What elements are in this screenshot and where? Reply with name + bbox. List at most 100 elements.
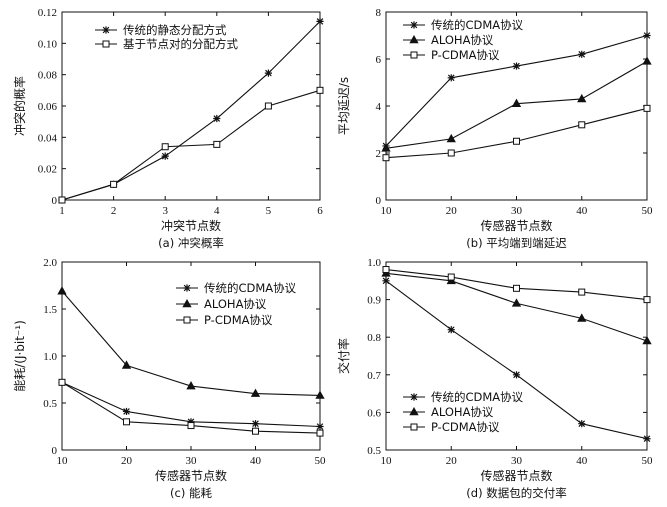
legend-label: ALOHA协议	[431, 405, 494, 419]
data-point	[447, 326, 455, 334]
y-tick-label: 2	[376, 148, 382, 160]
x-tick-label: 10	[57, 455, 69, 467]
data-point	[643, 435, 651, 443]
data-point	[447, 273, 455, 281]
legend-label: 传统的CDMA协议	[431, 390, 524, 404]
y-tick-label: 0.8	[367, 332, 381, 344]
series-line	[385, 107, 648, 159]
legend-label: ALOHA协议	[204, 297, 267, 311]
chart-caption: (c) 能耗	[170, 486, 212, 500]
legend-label: 传统的CDMA协议	[431, 18, 524, 32]
data-point	[511, 298, 522, 307]
x-tick-label: 2	[111, 205, 117, 217]
data-point	[213, 140, 221, 148]
x-tick-label: 30	[186, 455, 198, 467]
x-axis-label: 传感器节点数	[480, 218, 552, 233]
x-tick-label: 40	[576, 205, 588, 217]
legend-marker	[410, 393, 418, 401]
y-tick-label: 0.12	[38, 7, 57, 19]
x-tick-label: 6	[317, 205, 323, 217]
data-point	[447, 74, 455, 82]
data-point	[123, 418, 130, 426]
data-point	[58, 196, 66, 204]
data-point	[316, 17, 324, 25]
x-tick-label: 1	[59, 205, 65, 217]
series-square	[382, 104, 651, 162]
x-tick-label: 3	[162, 205, 168, 217]
y-tick-label: 1.5	[43, 304, 57, 316]
data-point	[577, 313, 587, 322]
chart-caption: (b) 平均端到端延迟	[466, 236, 567, 250]
x-tick-label: 50	[642, 205, 654, 217]
x-tick-label: 10	[381, 455, 393, 467]
x-tick-label: 40	[250, 455, 262, 467]
y-tick-label: 0.04	[38, 132, 58, 144]
chart-caption: (a) 冲突概率	[158, 236, 224, 250]
series-line	[385, 34, 648, 147]
y-axis-label: 交付率	[336, 338, 351, 374]
legend-marker	[410, 423, 418, 431]
data-point	[161, 152, 169, 160]
data-point	[250, 388, 261, 397]
y-tick-label: 0.6	[367, 407, 381, 419]
y-tick-label: 0	[52, 445, 58, 457]
data-point	[578, 121, 586, 129]
legend-label: P-CDMA协议	[204, 313, 273, 327]
series-square	[58, 86, 324, 204]
x-tick-label: 5	[266, 205, 272, 217]
data-point	[642, 335, 652, 345]
y-tick-label: 1.0	[367, 257, 381, 269]
y-tick-label: 0.9	[367, 295, 381, 307]
series-line	[385, 268, 648, 301]
y-axis-label: 平均延迟/s	[337, 77, 351, 135]
data-point	[382, 154, 390, 162]
data-point	[643, 296, 651, 304]
data-point	[252, 427, 259, 435]
data-point	[382, 277, 390, 285]
series-line	[385, 272, 648, 342]
data-point	[446, 133, 456, 143]
data-point	[512, 62, 521, 70]
data-point	[186, 381, 196, 390]
data-point	[187, 418, 195, 426]
y-tick-label: 0.06	[38, 101, 58, 113]
series-triangle	[381, 56, 652, 152]
x-tick-label: 30	[511, 205, 523, 217]
legend-label: 基于节点对的分配方式	[123, 37, 238, 51]
data-point	[264, 69, 272, 77]
y-tick-label: 4	[376, 101, 382, 113]
legend-marker	[409, 34, 419, 44]
y-tick-label: 0.7	[367, 370, 381, 382]
data-point	[513, 137, 520, 145]
data-point	[264, 102, 272, 110]
data-point	[122, 407, 131, 416]
data-point	[578, 50, 586, 58]
legend-label: ALOHA协议	[431, 33, 494, 47]
legend-marker	[102, 40, 110, 48]
series-star	[382, 31, 651, 150]
data-point	[577, 93, 587, 103]
data-point	[251, 420, 260, 428]
legend-label: P-CDMA协议	[431, 420, 500, 434]
legend-marker	[183, 284, 191, 292]
data-point	[121, 360, 132, 369]
data-point	[213, 114, 221, 123]
chart-panel-b: 10 20 30 40 50 0 2 4 6 8 传感器节点数 平均延迟/s (b) 平均端到端延迟 传统…	[337, 7, 653, 250]
x-axis-label: 传感器节点数	[480, 468, 552, 483]
data-point	[578, 288, 586, 296]
x-tick-label: 10	[381, 205, 393, 217]
legend-marker	[409, 406, 419, 416]
data-point	[316, 86, 324, 94]
chart-caption: (d) 数据包的交付率	[466, 486, 566, 500]
x-tick-label: 40	[576, 455, 588, 467]
legend-label: 传统的CDMA协议	[204, 281, 297, 295]
x-tick-label: 50	[642, 455, 654, 467]
x-axis-label: 传感器节点数	[155, 468, 227, 483]
data-point	[578, 420, 586, 428]
data-point	[382, 266, 390, 274]
data-point	[643, 104, 651, 112]
chart-panel-a: 1 2 3 4 5 6 0 0.02 0.04 0.06 0.08 0.10 0.12 冲突节点数 冲突的概…	[12, 7, 324, 250]
data-point	[642, 56, 652, 65]
data-point	[511, 98, 522, 107]
